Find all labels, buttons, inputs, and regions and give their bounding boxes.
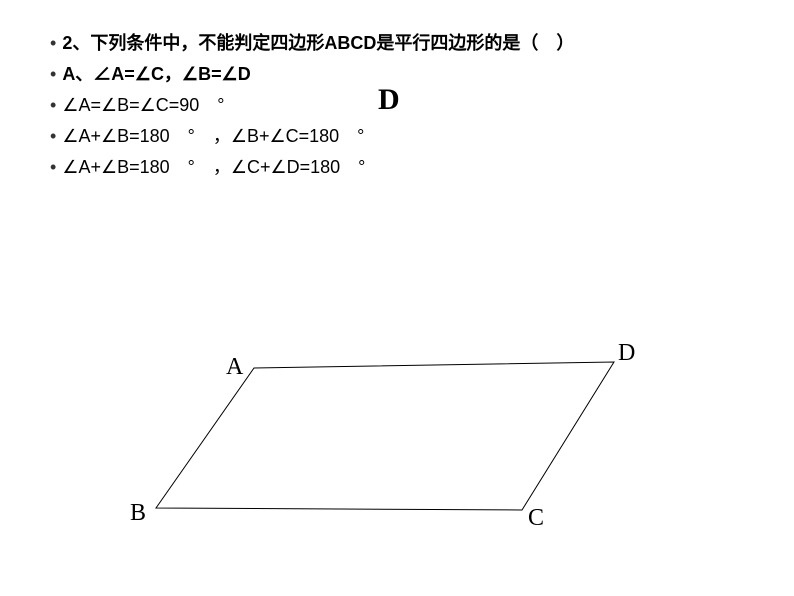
vertex-label-b: B bbox=[130, 500, 146, 527]
option-a-text: A、∠A=∠C，∠B=∠D bbox=[62, 61, 250, 88]
bullet-icon: • bbox=[50, 154, 56, 181]
option-b-text: ∠A=∠B=∠C=90 ° bbox=[62, 92, 224, 119]
option-c-line: • ∠A+∠B=180 ° ，∠B+∠C=180 ° bbox=[50, 123, 744, 150]
question-line: • 2、下列条件中，不能判定四边形ABCD是平行四边形的是（ ） bbox=[50, 30, 744, 57]
vertex-label-a: A bbox=[226, 354, 243, 381]
option-d-line: • ∠A+∠B=180 ° ，∠C+∠D=180 ° bbox=[50, 154, 744, 181]
vertex-label-c: C bbox=[528, 505, 544, 532]
bullet-icon: • bbox=[50, 61, 56, 88]
bullet-icon: • bbox=[50, 30, 56, 57]
option-d-text: ∠A+∠B=180 ° ，∠C+∠D=180 ° bbox=[62, 154, 365, 181]
parallelogram-diagram: A D C B bbox=[140, 350, 660, 550]
bullet-icon: • bbox=[50, 92, 56, 119]
question-text: 2、下列条件中，不能判定四边形ABCD是平行四边形的是（ ） bbox=[62, 30, 574, 57]
answer-letter: D bbox=[378, 83, 400, 117]
bullet-icon: • bbox=[50, 123, 56, 150]
vertex-label-d: D bbox=[618, 340, 635, 367]
option-c-text: ∠A+∠B=180 ° ，∠B+∠C=180 ° bbox=[62, 123, 364, 150]
diagram-svg bbox=[140, 350, 660, 550]
